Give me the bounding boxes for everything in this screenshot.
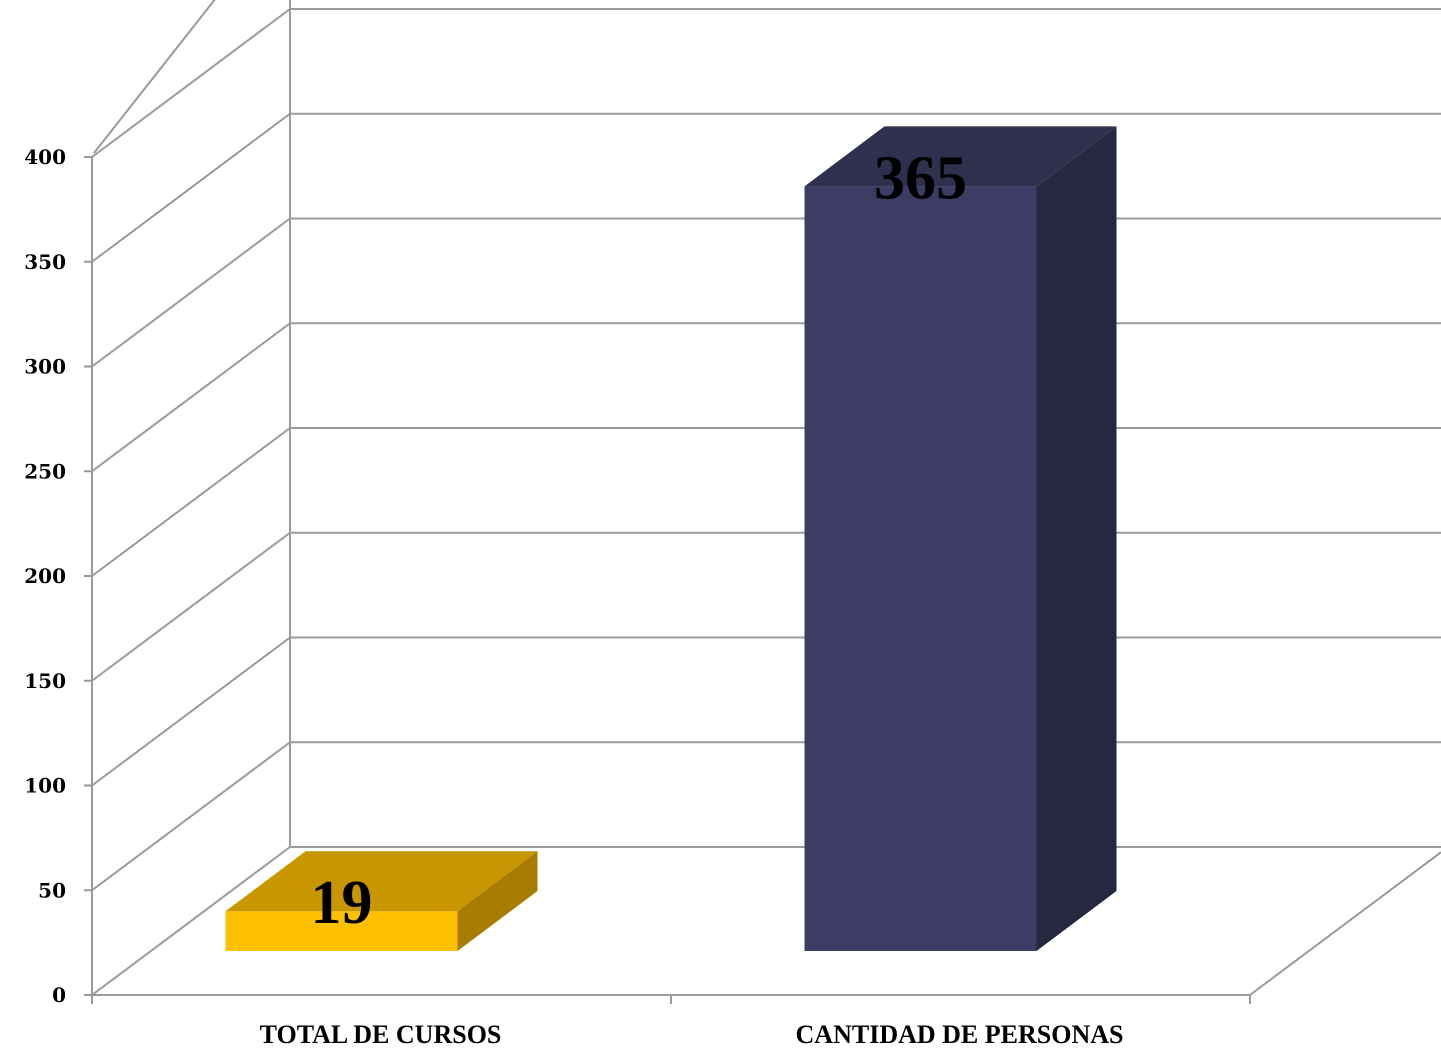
data-label-1: 19 — [311, 869, 373, 937]
bar-2-front — [804, 186, 1037, 951]
y-tick-label: 200 — [24, 564, 66, 588]
x-category-label: CANTIDAD DE PERSONAS — [796, 1020, 1124, 1049]
y-tick-label: 350 — [24, 250, 66, 274]
gridline-side — [91, 846, 291, 996]
gridline-side — [91, 741, 291, 892]
y-tick-label: 250 — [24, 459, 66, 483]
gridline-side — [91, 322, 291, 473]
y-tick-label: 100 — [24, 774, 66, 798]
x-category-label: TOTAL DE CURSOS — [260, 1020, 502, 1049]
gridline-side — [91, 217, 291, 368]
y-tick-label: 150 — [24, 669, 66, 693]
y-tick-label: 50 — [38, 878, 66, 902]
gridline-side — [91, 8, 291, 158]
gridline-side-top — [93, 0, 216, 154]
y-tick-label: 0 — [52, 983, 66, 1007]
bar-2-side — [1036, 126, 1117, 951]
bar-1-front — [225, 911, 458, 951]
gridline-side — [91, 427, 291, 577]
bar-1-side — [457, 851, 538, 951]
floor-right-edge — [1249, 851, 1441, 996]
bar-2-top — [804, 126, 1117, 187]
data-label-2: 365 — [874, 144, 967, 212]
y-tick-label: 400 — [24, 145, 66, 169]
gridline-side — [91, 531, 291, 682]
bar-1-top — [225, 851, 538, 912]
gridline-side — [91, 636, 291, 787]
y-tick-label: 300 — [24, 355, 66, 379]
gridline-side — [91, 112, 291, 263]
